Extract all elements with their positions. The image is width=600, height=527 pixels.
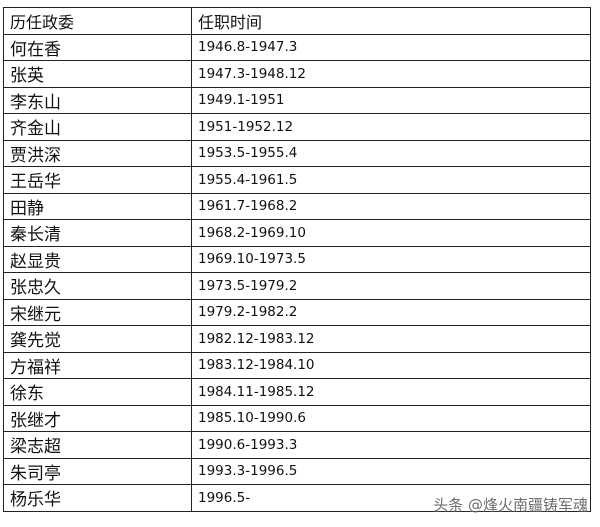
term-of-office: 1949.1-1951 <box>191 86 591 114</box>
term-of-office: 1985.10-1990.6 <box>191 404 591 432</box>
table-row: 李东山 1949.1-1951 <box>3 86 591 114</box>
commissar-name: 宋继元 <box>3 298 192 326</box>
commissar-name: 朱司亭 <box>3 457 192 485</box>
commissar-name: 张英 <box>3 60 192 88</box>
commissar-name: 方福祥 <box>3 351 192 379</box>
term-of-office: 1946.8-1947.3 <box>191 33 591 61</box>
commissar-name: 张继才 <box>3 404 192 432</box>
term-of-office: 1955.4-1961.5 <box>191 166 591 194</box>
commissar-name: 田静 <box>3 192 192 220</box>
term-of-office: 1983.12-1984.10 <box>191 351 591 379</box>
commissar-name: 龚先觉 <box>3 325 192 353</box>
table-row: 宋继元 1979.2-1982.2 <box>3 298 591 326</box>
header-name: 历任政委 <box>3 7 192 35</box>
commissar-name: 王岳华 <box>3 166 192 194</box>
table-row: 秦长清 1968.2-1969.10 <box>3 219 591 247</box>
table-row: 梁志超 1990.6-1993.3 <box>3 431 591 459</box>
term-of-office: 1993.3-1996.5 <box>191 457 591 485</box>
table-row: 赵显贵 1969.10-1973.5 <box>3 245 591 273</box>
term-of-office: 1979.2-1982.2 <box>191 298 591 326</box>
term-of-office: 1947.3-1948.12 <box>191 60 591 88</box>
commissar-name: 何在香 <box>3 33 192 61</box>
term-of-office: 1968.2-1969.10 <box>191 219 591 247</box>
commissar-name: 徐东 <box>3 378 192 406</box>
commissar-name: 秦长清 <box>3 219 192 247</box>
commissar-name: 张忠久 <box>3 272 192 300</box>
commissar-table: 历任政委 任职时间 何在香 1946.8-1947.3 张英 1947.3-1948.… <box>3 7 591 512</box>
term-of-office: 1961.7-1968.2 <box>191 192 591 220</box>
term-of-office: 1990.6-1993.3 <box>191 431 591 459</box>
watermark: 头条 @烽火南疆铸军魂 <box>433 496 588 514</box>
table-row: 张英 1947.3-1948.12 <box>3 60 591 88</box>
term-of-office: 1996.5- <box>191 484 591 512</box>
commissar-name: 赵显贵 <box>3 245 192 273</box>
commissar-name: 梁志超 <box>3 431 192 459</box>
table-row: 徐东 1984.11-1985.12 <box>3 378 591 406</box>
table-row: 杨乐华 1996.5- <box>3 484 591 512</box>
term-of-office: 1982.12-1983.12 <box>191 325 591 353</box>
header-row: 历任政委 任职时间 <box>3 7 591 35</box>
table-row: 齐金山 1951-1952.12 <box>3 113 591 141</box>
term-of-office: 1973.5-1979.2 <box>191 272 591 300</box>
table-row: 贾洪深 1953.5-1955.4 <box>3 139 591 167</box>
header-term: 任职时间 <box>191 7 591 35</box>
commissar-name: 杨乐华 <box>3 484 192 512</box>
term-of-office: 1953.5-1955.4 <box>191 139 591 167</box>
term-of-office: 1951-1952.12 <box>191 113 591 141</box>
table-row: 龚先觉 1982.12-1983.12 <box>3 325 591 353</box>
table-row: 朱司亭 1993.3-1996.5 <box>3 457 591 485</box>
table-row: 张忠久 1973.5-1979.2 <box>3 272 591 300</box>
table-row: 王岳华 1955.4-1961.5 <box>3 166 591 194</box>
table-row: 田静 1961.7-1968.2 <box>3 192 591 220</box>
commissar-name: 李东山 <box>3 86 192 114</box>
table-row: 方福祥 1983.12-1984.10 <box>3 351 591 379</box>
table-row: 张继才 1985.10-1990.6 <box>3 404 591 432</box>
term-of-office: 1969.10-1973.5 <box>191 245 591 273</box>
commissar-name: 贾洪深 <box>3 139 192 167</box>
term-of-office: 1984.11-1985.12 <box>191 378 591 406</box>
table-row: 何在香 1946.8-1947.3 <box>3 33 591 61</box>
commissar-name: 齐金山 <box>3 113 192 141</box>
